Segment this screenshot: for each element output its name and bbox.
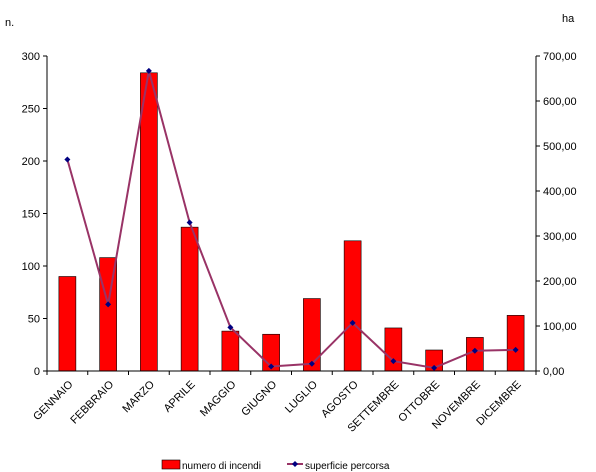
line-point	[64, 156, 71, 163]
legend-marker-line	[292, 461, 298, 467]
right-tick-label: 200,00	[543, 276, 577, 288]
line-point	[145, 67, 152, 74]
bar	[180, 226, 199, 372]
category-label: GIUGNO	[239, 378, 279, 418]
right-axis-unit-label: ha	[562, 13, 575, 25]
right-tick-label: 0,00	[543, 366, 564, 378]
right-tick-label: 600,00	[543, 96, 577, 108]
bar	[140, 72, 158, 372]
right-tick-label: 400,00	[543, 186, 577, 198]
category-label: FEBBRAIO	[68, 378, 116, 426]
bar	[221, 330, 240, 372]
left-axis-unit-label: n.	[5, 17, 14, 29]
bar	[384, 327, 403, 372]
legend-label-bars: numero di incendi	[182, 461, 261, 472]
series-line	[66, 70, 516, 369]
right-tick-label: 100,00	[543, 321, 577, 333]
line-point	[390, 358, 397, 365]
line-point	[308, 360, 315, 367]
left-tick-label: 100	[22, 261, 40, 273]
line-point	[471, 347, 478, 354]
right-tick-label: 300,00	[543, 231, 577, 243]
line-point	[512, 346, 519, 353]
bar	[506, 315, 525, 372]
category-label: AGOSTO	[319, 378, 361, 420]
left-tick-label: 250	[22, 104, 40, 116]
axes	[46, 56, 537, 375]
left-axis-ticks: 0 50 100 150 200 250 300	[22, 51, 47, 378]
line-point	[105, 301, 112, 308]
line-point	[268, 363, 275, 370]
left-tick-label: 50	[28, 314, 40, 326]
line-point	[186, 219, 193, 226]
category-label: APRILE	[162, 379, 198, 415]
left-tick-label: 200	[22, 156, 40, 168]
left-tick-label: 150	[22, 209, 40, 221]
category-label: MARZO	[120, 378, 157, 415]
category-label: LUGLIO	[283, 378, 320, 415]
line-series	[64, 67, 519, 371]
right-axis-ticks: 0,00 100,00 200,00 300,00 400,00 500,00 600,00…	[536, 51, 577, 378]
bar	[58, 276, 77, 372]
legend-label-line: superficie percorsa	[305, 461, 390, 472]
bar-series	[58, 72, 525, 372]
left-tick-label: 300	[22, 51, 40, 63]
line-point	[349, 319, 356, 326]
bar	[303, 298, 321, 372]
category-label: MAGGIO	[198, 378, 239, 419]
line-point	[431, 364, 438, 371]
bar	[343, 240, 362, 372]
right-tick-label: 700,00	[543, 51, 577, 63]
right-tick-label: 500,00	[543, 141, 577, 153]
legend-swatch-bars	[161, 459, 181, 470]
line-point	[227, 324, 234, 331]
legend: numero di incendi superficie percorsa	[161, 459, 390, 472]
left-tick-label: 0	[34, 366, 40, 378]
